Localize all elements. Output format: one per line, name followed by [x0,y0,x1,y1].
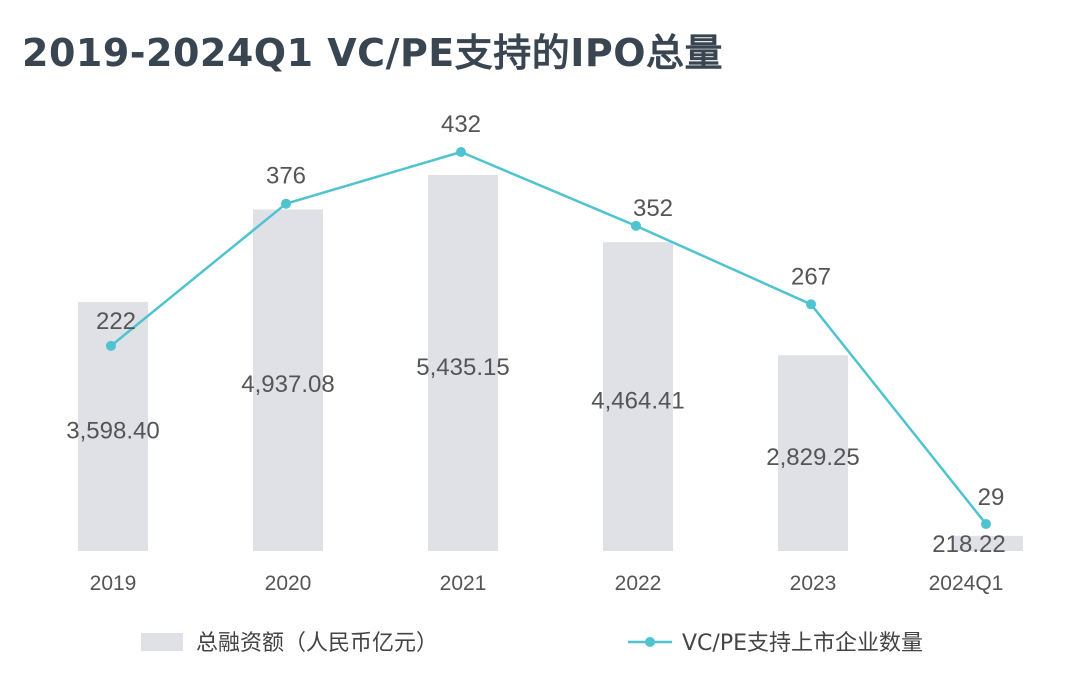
x-tick-label: 2019 [90,572,137,595]
x-tick-label: 2021 [440,572,487,595]
series-line [110,150,987,525]
bar-2020 [253,209,323,551]
bar-2023 [778,355,848,551]
bar-value-label: 4,464.41 [591,388,684,415]
legend: 总融资额（人民币亿元） VC/PE支持上市企业数量 [141,631,923,656]
line-point-2019 [106,340,116,351]
bar-2024Q1 [953,535,1023,551]
chart-title: 2019-2024Q1 VC/PE支持的IPO总量 [22,31,724,75]
line-value-label: 376 [266,163,306,190]
labels-layer: 3,598.40 4,937.08 5,435.15 4,464.41 2,829.25… [66,111,1005,558]
x-axis-ticks: 2019 2020 2021 2022 2023 2024Q1 [90,572,1004,595]
line-point-2023 [806,299,816,310]
x-tick-label: 2024Q1 [929,572,1004,595]
line-point-2021 [456,147,466,157]
bar-value-label: 3,598.40 [66,418,159,445]
line-value-label: 352 [633,195,673,222]
bar-value-label: 5,435.15 [416,354,509,381]
bars-layer [78,175,1023,551]
legend-swatch-marker [645,637,655,647]
line-point-2020 [281,198,291,209]
x-tick-label: 2022 [615,572,662,595]
bar-2021 [428,175,498,551]
x-tick-label: 2020 [265,572,312,595]
line-value-label: 222 [96,308,136,335]
line-point-2022 [631,220,641,231]
bar-value-label: 2,829.25 [766,444,859,471]
legend-label-line: VC/PE支持上市企业数量 [682,631,923,656]
bar-2022 [603,242,673,551]
line-value-label: 432 [441,111,481,138]
x-tick-label: 2023 [790,572,837,595]
line-value-label: 29 [978,484,1005,511]
line-value-label: 267 [791,263,831,290]
line-layer [106,147,991,529]
legend-swatch-bar [141,633,183,651]
legend-label-bar: 总融资额（人民币亿元） [196,631,438,656]
bar-value-label: 4,937.08 [241,371,334,398]
bar-value-label: 218.22 [932,531,1005,558]
line-point-2024Q1 [981,519,991,529]
